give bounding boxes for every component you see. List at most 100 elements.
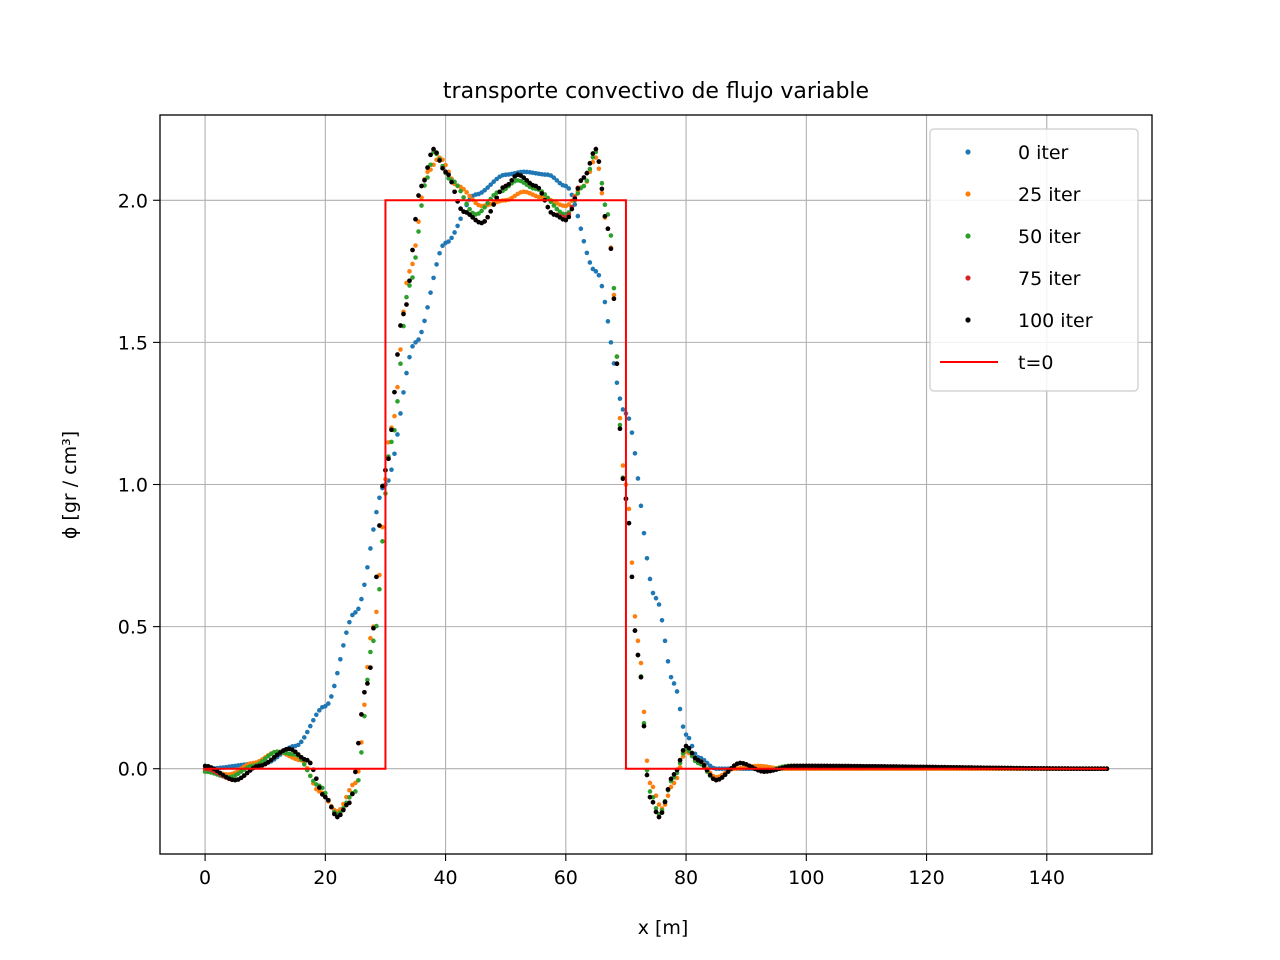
data-point [326, 797, 331, 803]
data-point [347, 795, 352, 800]
data-point [479, 208, 484, 214]
legend: 0 iter 25 iter 50 iter 75 iter 100 iter t=0 [929, 128, 1139, 392]
data-point [268, 757, 274, 763]
data-point [626, 416, 632, 421]
data-point [596, 166, 602, 172]
data-point [395, 352, 400, 357]
data-point [428, 290, 433, 295]
data-point [446, 239, 451, 244]
data-point [653, 809, 659, 815]
data-point [647, 576, 653, 582]
series-layer [202, 146, 1110, 820]
data-point [359, 596, 364, 602]
data-point [458, 216, 463, 222]
data-point [620, 463, 626, 468]
x-tick-label: 20 [313, 867, 337, 889]
chart-title: transporte convectivo de flujo variable [443, 79, 869, 104]
data-point [311, 717, 316, 723]
data-point [362, 690, 367, 695]
data-point [416, 193, 421, 198]
data-point [395, 384, 400, 390]
x-tick-label: 0 [199, 867, 211, 889]
data-point [665, 793, 671, 799]
data-point [301, 762, 307, 767]
legend-label: 100 iter [1018, 310, 1093, 332]
data-point [301, 735, 307, 740]
data-point [356, 606, 361, 612]
data-point [476, 211, 481, 216]
data-point [353, 769, 358, 775]
data-point [449, 179, 454, 185]
legend-dot-marker [965, 275, 971, 281]
data-point [437, 250, 442, 256]
data-point [596, 159, 602, 164]
data-point [374, 574, 379, 580]
data-point [608, 233, 614, 238]
data-point [422, 318, 427, 324]
data-point [371, 527, 376, 532]
data-point [602, 202, 608, 208]
data-point [629, 574, 635, 580]
data-point [686, 735, 692, 741]
data-point [578, 178, 584, 183]
data-point [602, 213, 608, 219]
data-point [590, 151, 596, 156]
data-point [488, 182, 493, 187]
data-point [398, 347, 403, 352]
data-point [371, 638, 376, 644]
data-point [425, 305, 430, 310]
data-point [464, 201, 469, 206]
data-point [659, 618, 665, 623]
data-point [347, 619, 352, 625]
data-point [617, 396, 623, 401]
data-point [455, 223, 460, 229]
data-point [368, 546, 373, 551]
x-tick-label: 140 [1029, 867, 1065, 889]
data-point [452, 230, 457, 235]
data-point [377, 523, 382, 528]
data-point [638, 503, 644, 509]
data-point [647, 789, 653, 794]
data-point [608, 246, 614, 251]
data-point [668, 776, 674, 782]
data-point [482, 219, 487, 224]
data-point [491, 179, 496, 184]
data-point [338, 812, 343, 818]
data-point [461, 195, 466, 200]
data-point [425, 175, 430, 180]
data-point [632, 614, 638, 619]
data-point [416, 337, 421, 342]
data-point [347, 800, 352, 806]
data-point [638, 674, 644, 680]
data-point [398, 411, 403, 416]
data-point [386, 456, 391, 462]
data-point [377, 586, 382, 592]
data-point [452, 189, 457, 195]
data-point [680, 748, 686, 753]
data-point [305, 729, 310, 735]
data-point [551, 203, 557, 208]
data-point [374, 509, 379, 515]
data-point [650, 590, 656, 596]
data-point [419, 329, 424, 335]
data-point [662, 638, 668, 644]
data-point [434, 150, 439, 155]
data-point [641, 723, 647, 729]
data-point [262, 756, 268, 762]
data-point [419, 203, 424, 208]
data-point [485, 185, 490, 190]
data-point [659, 810, 665, 815]
legend-item-25-iter: 25 iter [965, 184, 1081, 206]
x-tick-label: 100 [788, 867, 824, 889]
data-point [368, 649, 373, 655]
y-tick-label: 1.5 [118, 332, 148, 354]
data-point [611, 285, 617, 291]
x-tick-label: 80 [674, 867, 698, 889]
data-point [596, 273, 602, 278]
data-point [389, 467, 394, 473]
data-point [464, 190, 469, 195]
data-point [617, 426, 623, 432]
data-point [407, 269, 412, 274]
data-point [581, 239, 587, 244]
data-point [467, 206, 472, 212]
